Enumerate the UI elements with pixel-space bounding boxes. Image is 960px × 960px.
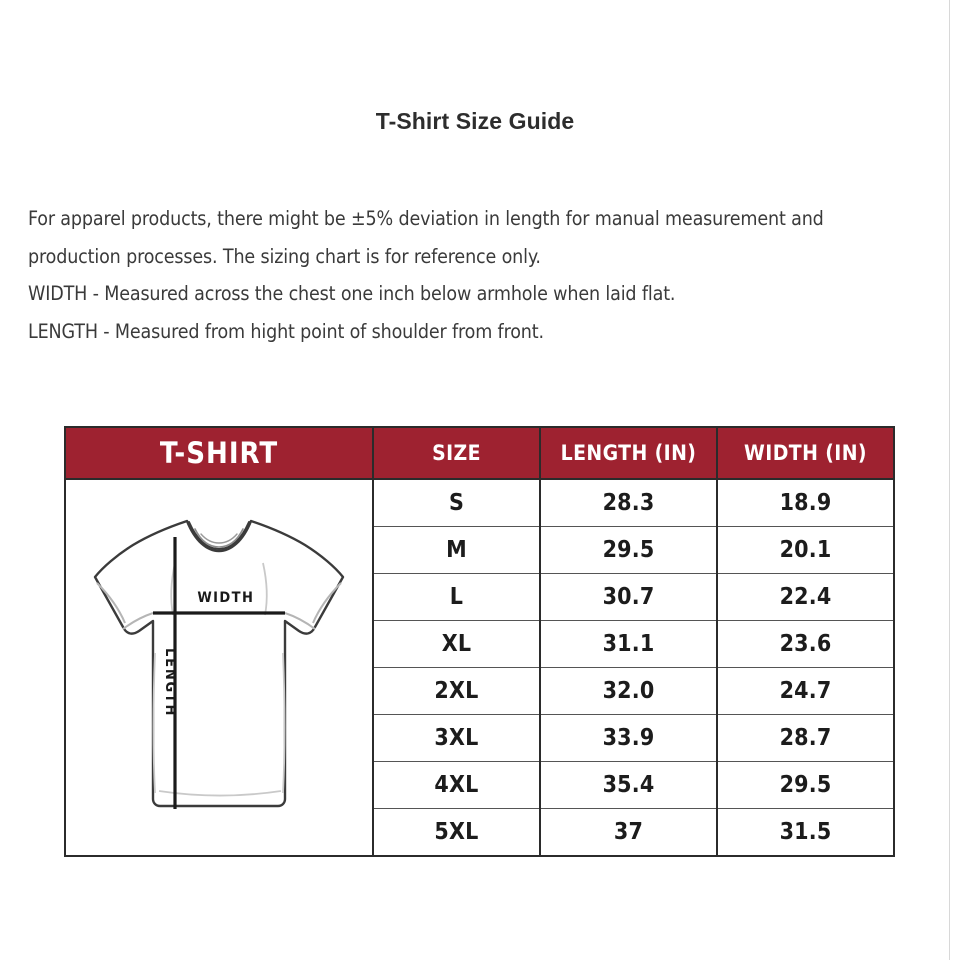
cell-width: 24.7 <box>717 667 894 715</box>
table-row: M 29.5 20.1 <box>65 526 894 574</box>
table-row: XL 31.1 23.6 <box>65 620 894 668</box>
cell-width: 23.6 <box>717 620 894 668</box>
cell-length: 30.7 <box>540 573 718 621</box>
cell-length: 32.0 <box>540 667 718 715</box>
cell-size: M <box>373 526 541 574</box>
cell-width: 22.4 <box>717 573 894 621</box>
cell-size: XL <box>373 620 541 668</box>
cell-width: 29.5 <box>717 761 894 809</box>
table-header-row: T-SHIRT SIZE LENGTH (IN) WIDTH (IN) <box>65 427 894 480</box>
cell-length: 33.9 <box>540 714 718 762</box>
tshirt-icon <box>93 519 345 809</box>
cell-width: 28.7 <box>717 714 894 762</box>
cell-width: 20.1 <box>717 526 894 574</box>
cell-length: 31.1 <box>540 620 718 668</box>
table-row: 2XL 32.0 24.7 <box>65 667 894 715</box>
width-measure-label: WIDTH <box>197 589 255 606</box>
cell-size: 2XL <box>373 667 541 715</box>
table-row: 5XL 37 31.5 <box>65 808 894 856</box>
length-definition: LENGTH - Measured from hight point of sh… <box>28 319 544 343</box>
cell-size: L <box>373 573 541 621</box>
width-definition: WIDTH - Measured across the chest one in… <box>28 282 676 305</box>
length-measure-label: LENGTH <box>162 647 178 717</box>
size-chart-table: T-SHIRT SIZE LENGTH (IN) WIDTH (IN) <box>64 426 895 857</box>
header-brand: T-SHIRT <box>65 427 374 480</box>
cell-size: 5XL <box>373 808 541 856</box>
page-title: T-Shirt Size Guide <box>375 108 575 134</box>
header-length: LENGTH (IN) <box>540 427 718 480</box>
tshirt-illustration-cell: WIDTH LENGTH <box>65 479 374 856</box>
intro-paragraph: For apparel products, there might be ±5%… <box>28 207 824 268</box>
table-row: L 30.7 22.4 <box>65 573 894 621</box>
table-row: WIDTH LENGTH S 28.3 18.9 <box>65 479 894 856</box>
cell-length: 29.5 <box>540 526 718 574</box>
cell-size: 3XL <box>373 714 541 762</box>
tshirt-illustration: WIDTH LENGTH <box>66 484 372 852</box>
header-size: SIZE <box>373 427 541 480</box>
table-row: 4XL 35.4 29.5 <box>65 761 894 809</box>
cell-width: 31.5 <box>779 819 832 845</box>
cell-size: 4XL <box>373 761 541 809</box>
cell-length: 28.3 <box>540 479 718 527</box>
page-right-border <box>949 0 950 960</box>
cell-size: S <box>373 479 541 527</box>
cell-length: 37 <box>540 808 718 856</box>
table-row: 3XL 33.9 28.7 <box>65 714 894 762</box>
table-body: WIDTH LENGTH S 28.3 18.9 M 29.5 20.1 L 3… <box>65 479 894 856</box>
cell-length: 35.4 <box>540 761 718 809</box>
intro-text-block: For apparel products, there might be ±5%… <box>28 200 918 350</box>
header-width: WIDTH (IN) <box>717 427 894 480</box>
cell-width: 18.9 <box>717 479 894 527</box>
